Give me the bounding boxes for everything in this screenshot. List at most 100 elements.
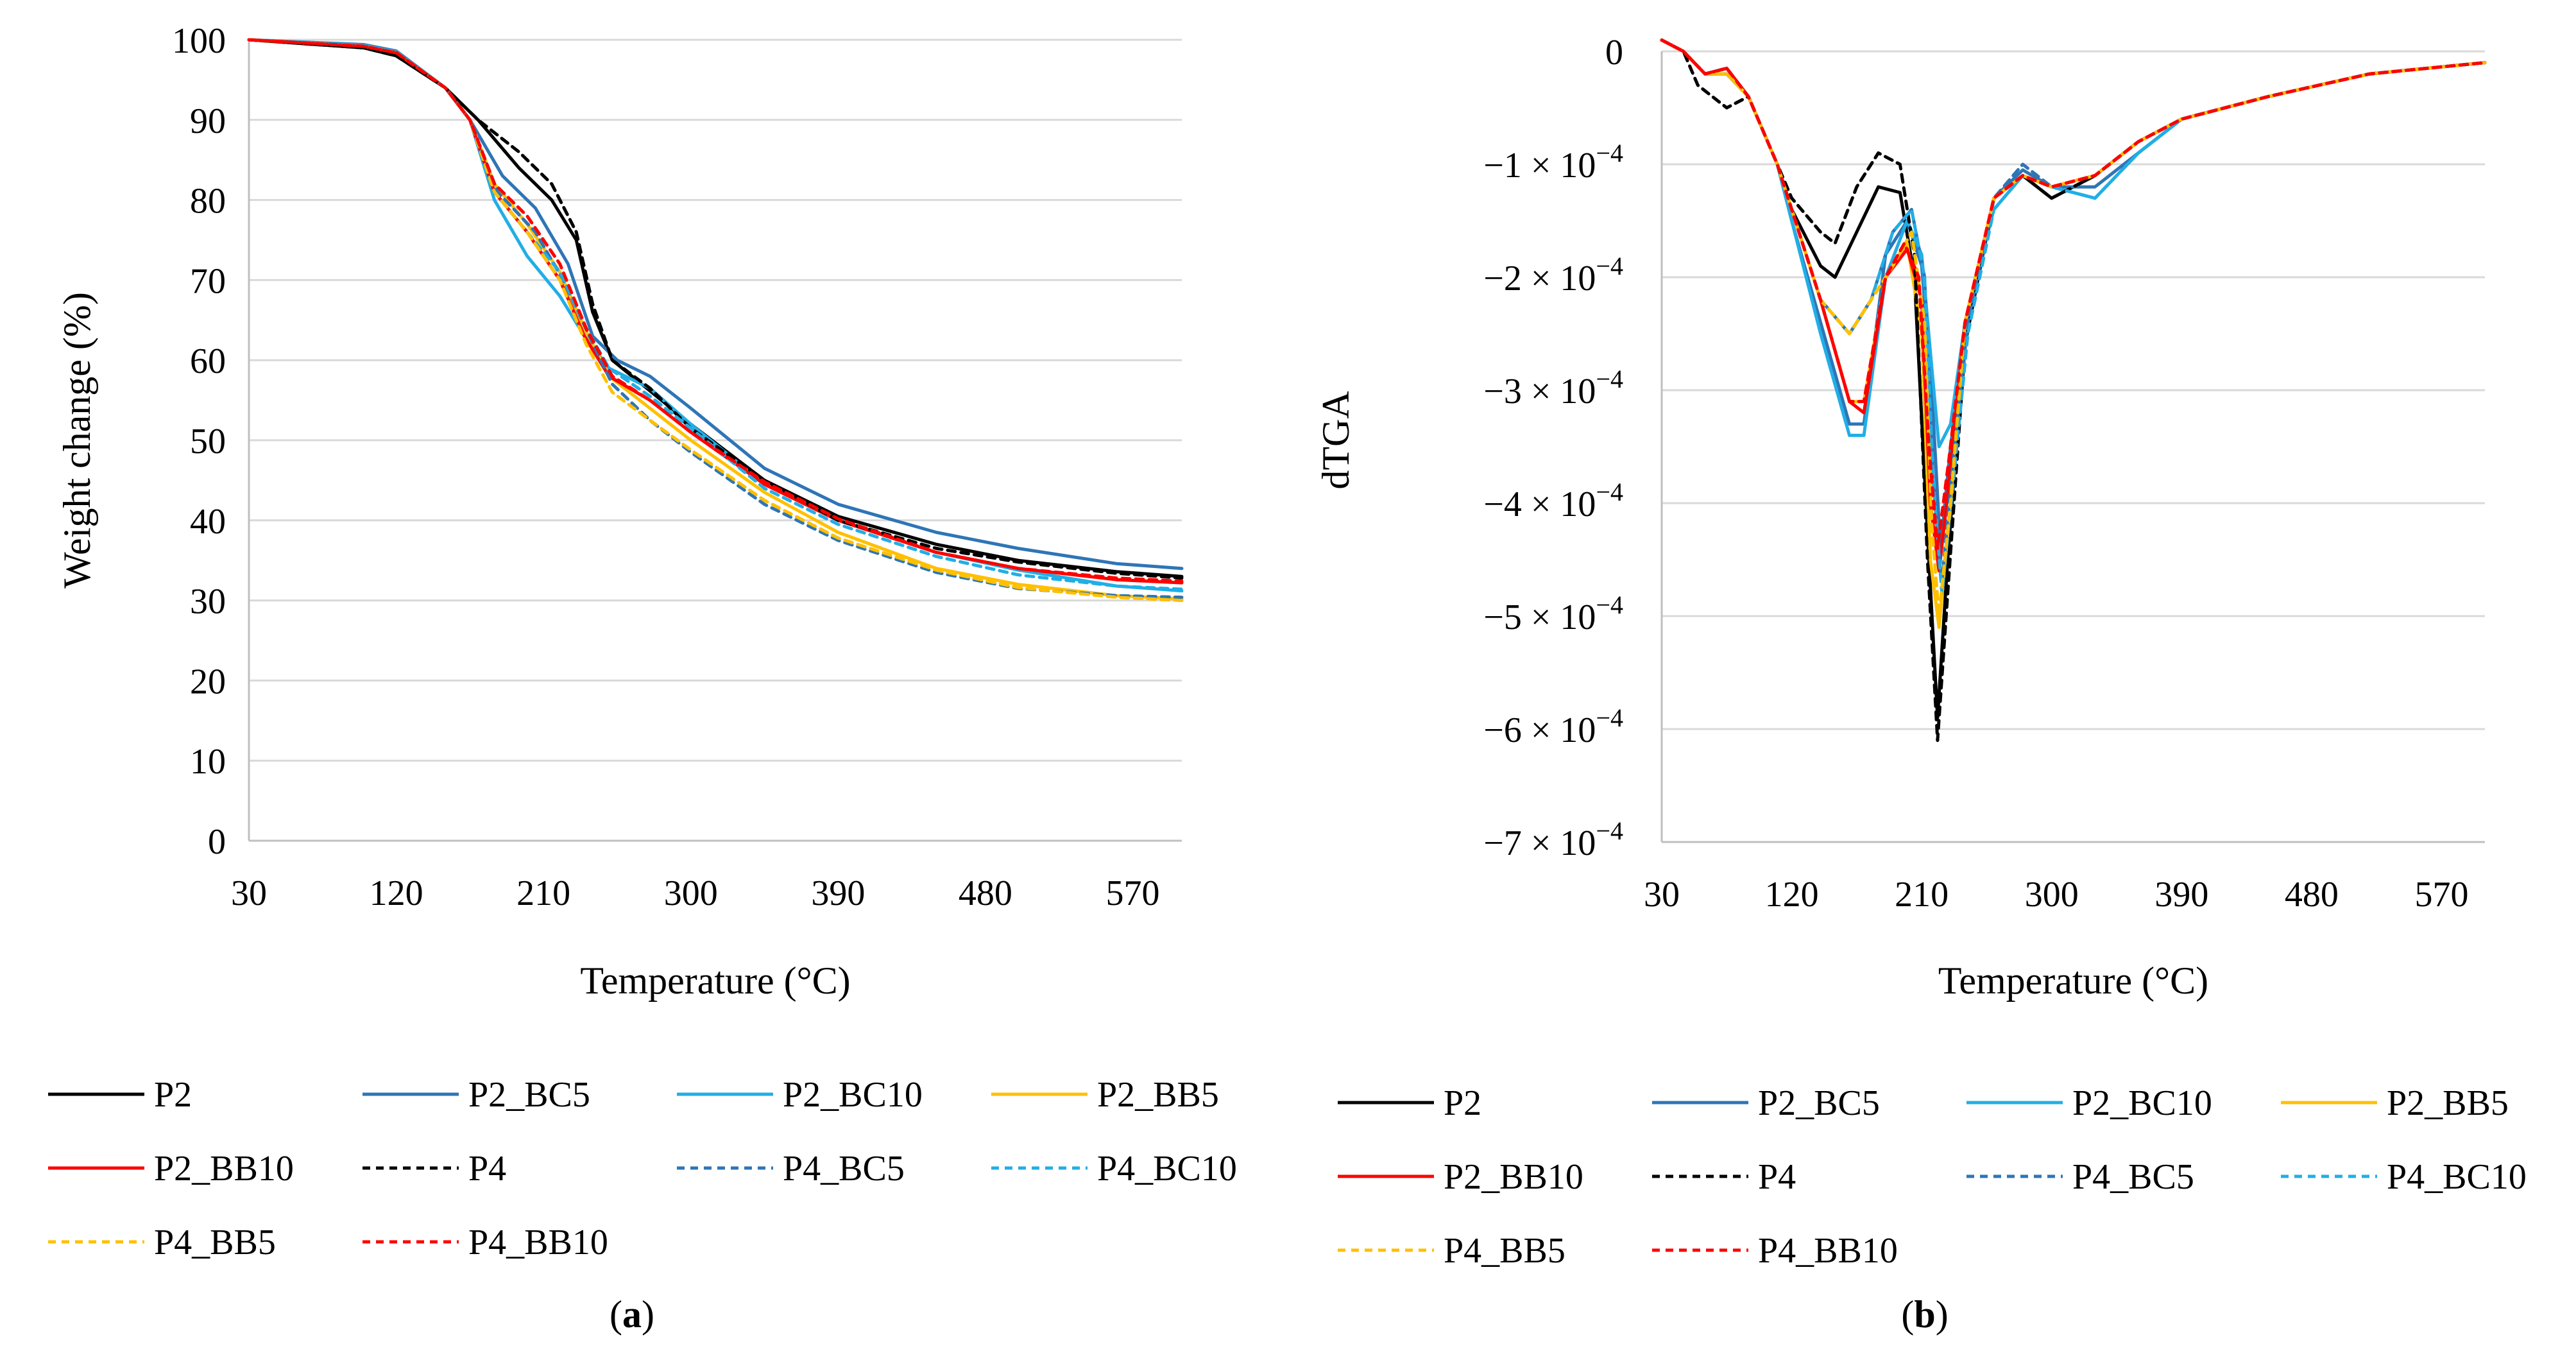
y-tick-label: 0	[208, 822, 226, 862]
legend: P2 P2_BC5 P2_BC10 P2_BB5 P2_BB10 P4 P4_BC5 P4_B…	[1338, 1083, 2527, 1271]
y-tick-label: 70	[190, 261, 226, 301]
x-tick-label: 570	[2414, 875, 2468, 915]
series-line-p2-bc10	[1660, 38, 2487, 449]
legend-item: P2_BC5	[1652, 1083, 1880, 1123]
x-tick-label: 300	[2025, 875, 2079, 915]
x-tick-label: 480	[2285, 875, 2339, 915]
legend-item: P2_BC10	[1966, 1083, 2212, 1123]
x-tick-label: 210	[516, 873, 570, 913]
legend-item: P4_BC5	[1966, 1157, 2194, 1197]
legend-label: P4	[468, 1149, 506, 1189]
legend-label: P4_BC10	[1097, 1149, 1237, 1189]
y-tick-exponent: −4	[1596, 365, 1623, 393]
series-line-p4-bc10	[1660, 38, 2487, 596]
legend-item: P4_BC10	[2281, 1157, 2527, 1197]
y-tick-label: 60	[190, 341, 226, 381]
legend-item: P2_BB10	[48, 1149, 294, 1189]
legend-item: P2	[1338, 1083, 1481, 1123]
legend-item: P2_BC5	[363, 1075, 590, 1115]
y-tick-exponent: −4	[1596, 703, 1623, 732]
y-tick-label: 80	[190, 182, 226, 221]
y-tick-exponent: −4	[1596, 590, 1623, 619]
y-tick-label: −1 × 10−4	[1483, 139, 1623, 185]
legend-item: P4_BC10	[991, 1149, 1237, 1189]
legend-item: P4_BB5	[1338, 1231, 1565, 1271]
panel-label-open: (	[610, 1293, 622, 1336]
series-line-p4	[247, 38, 1184, 580]
legend-item: P4_BC5	[677, 1149, 905, 1189]
series-line-p2-bb10	[1660, 38, 2487, 573]
series-line-p2-bb5	[247, 38, 1184, 601]
y-tick-mantissa: −3 × 10	[1483, 372, 1596, 411]
legend-item: P2_BB10	[1338, 1157, 1583, 1197]
x-tick-label: 210	[1895, 875, 1949, 915]
panel-label-letter: b	[1914, 1293, 1935, 1336]
legend-label: P2_BC10	[2072, 1083, 2212, 1123]
y-tick-exponent: −4	[1596, 139, 1623, 168]
series-line-p4-bb5	[1660, 38, 2487, 618]
y-tick-mantissa: −6 × 10	[1483, 710, 1596, 750]
legend-item: P4_BB10	[1652, 1231, 1898, 1271]
legend-label: P4_BC5	[783, 1149, 905, 1189]
x-tick-label: 570	[1105, 873, 1159, 913]
legend-label: P2_BB5	[2387, 1083, 2509, 1123]
y-tick-label: −5 × 10−4	[1483, 590, 1623, 637]
y-tick-mantissa: −4 × 10	[1483, 485, 1596, 524]
y-tick-mantissa: −5 × 10	[1483, 598, 1596, 637]
series-line-p4-bc10	[247, 38, 1184, 591]
chart-b: 0−1 × 10−4−2 × 10−4−3 × 10−4−4 × 10−4−5 …	[1315, 33, 2527, 1336]
series-line-p2-bc10	[247, 38, 1184, 593]
y-tick-label: −2 × 10−4	[1483, 252, 1623, 298]
legend-item: P4_BB10	[363, 1223, 608, 1262]
y-tick-exponent: −4	[1596, 477, 1623, 506]
legend-item: P2	[48, 1075, 192, 1115]
legend-label: P4_BB5	[154, 1223, 276, 1262]
x-tick-label: 390	[2154, 875, 2208, 915]
legend-item: P4	[1652, 1157, 1796, 1197]
y-axis-label: Weight change (%)	[56, 292, 98, 589]
x-tick-label: 120	[370, 873, 423, 913]
y-tick-mantissa: 0	[1605, 33, 1623, 73]
panel-label-close: )	[642, 1293, 654, 1336]
y-tick-label: 20	[190, 662, 226, 701]
y-tick-label: −3 × 10−4	[1483, 365, 1623, 411]
y-tick-label: 10	[190, 742, 226, 782]
y-tick-label: 0	[1605, 33, 1623, 73]
legend-label: P4_BB5	[1444, 1231, 1565, 1271]
panel-label: (b)	[1901, 1293, 1948, 1336]
y-tick-mantissa: −2 × 10	[1483, 259, 1596, 298]
series-line-p2-bb10	[247, 38, 1184, 585]
x-tick-label: 120	[1765, 875, 1819, 915]
series-line-p4-bb10	[247, 38, 1184, 583]
series-line-p4-bc5	[1660, 38, 2487, 584]
legend-label: P2_BC5	[468, 1075, 590, 1115]
y-tick-label: 100	[172, 21, 226, 61]
legend: P2 P2_BC5 P2_BC10 P2_BB5 P2_BB10 P4 P4_BC5 P4_B…	[48, 1075, 1237, 1262]
legend-label: P2	[154, 1075, 192, 1115]
legend-label: P4_BB10	[468, 1223, 608, 1262]
legend-label: P2_BB10	[1444, 1157, 1583, 1197]
legend-item: P2_BB5	[991, 1075, 1219, 1115]
legend-label: P2_BB10	[154, 1149, 294, 1189]
y-tick-label: 90	[190, 101, 226, 141]
legend-item: P2_BB5	[2281, 1083, 2509, 1123]
y-tick-label: 50	[190, 422, 226, 461]
x-tick-label: 480	[959, 873, 1012, 913]
x-tick-label: 30	[231, 873, 267, 913]
legend-label: P2_BB5	[1097, 1075, 1219, 1115]
panel-label-letter: a	[622, 1293, 642, 1336]
y-tick-label: −6 × 10−4	[1483, 703, 1623, 750]
legend-label: P4	[1758, 1157, 1796, 1197]
series-line-p4-bb10	[1660, 38, 2487, 550]
chart-a: 0 10 20 30 40 50 60 70 80 90 100 30 120 210 300 390 480 5…	[48, 21, 1237, 1336]
x-axis-label: Temperature (°C)	[580, 959, 850, 1002]
panel-label: (a)	[610, 1293, 654, 1336]
y-tick-label: 40	[190, 502, 226, 542]
y-tick-exponent: −4	[1596, 252, 1623, 280]
legend-item: P2_BC10	[677, 1075, 923, 1115]
legend-label: P2_BC5	[1758, 1083, 1880, 1123]
x-tick-label: 30	[1644, 875, 1680, 915]
legend-label: P4_BC10	[2387, 1157, 2527, 1197]
series-line-p2-bc5	[1660, 38, 2487, 550]
legend-label: P4_BC5	[2072, 1157, 2194, 1197]
